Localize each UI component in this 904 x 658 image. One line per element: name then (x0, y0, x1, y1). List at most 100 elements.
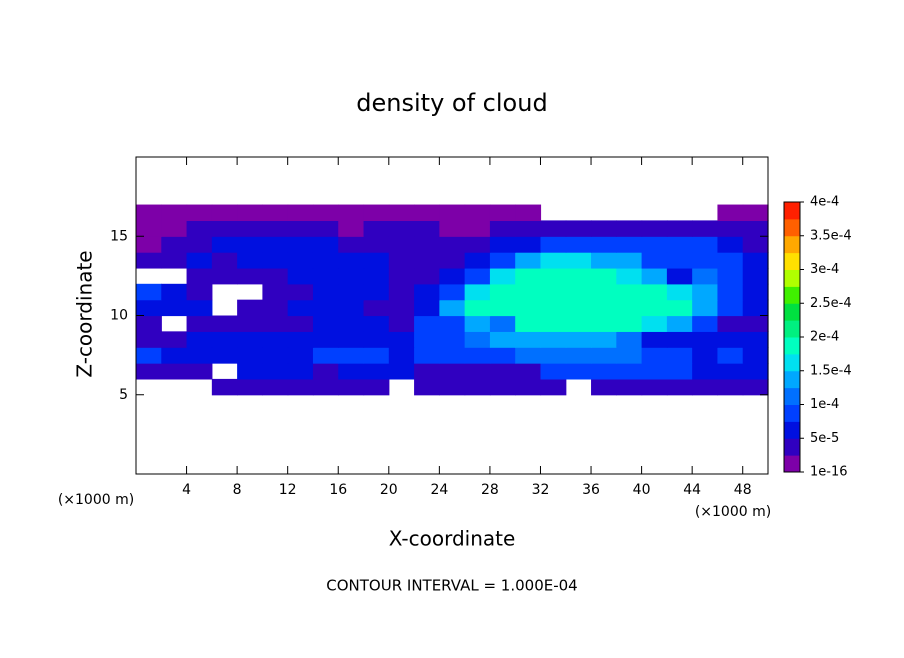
x-tick-label: 4 (182, 482, 191, 498)
cell (489, 347, 516, 364)
cell (540, 220, 567, 237)
cell (515, 267, 542, 285)
cell (312, 236, 339, 253)
cell (338, 378, 365, 396)
x-tick-label: 24 (430, 482, 448, 498)
cell (161, 299, 188, 317)
colorbar-band (784, 269, 800, 287)
y-tick-label: 10 (110, 308, 128, 324)
x-tick-label: 28 (481, 482, 499, 498)
cell (237, 204, 263, 221)
cell (237, 236, 263, 253)
cell (136, 363, 162, 380)
cell (464, 331, 491, 348)
cell (136, 331, 162, 348)
cell (414, 378, 440, 396)
cell (388, 283, 415, 301)
cell (136, 236, 162, 253)
cell (666, 347, 693, 364)
cell (338, 347, 365, 364)
cell (641, 347, 668, 364)
cell (312, 347, 339, 364)
cell (616, 220, 643, 237)
cell (388, 299, 415, 317)
colorbar-label: 1e-4 (810, 397, 839, 412)
cell (211, 252, 238, 269)
cell (540, 363, 567, 380)
cell (717, 252, 744, 269)
cell (692, 252, 719, 269)
cell (287, 331, 314, 348)
cell (489, 331, 516, 348)
cell (186, 252, 213, 269)
cell (287, 378, 314, 396)
cell (287, 204, 314, 221)
cell (262, 236, 289, 253)
cell (338, 252, 365, 269)
x-tick-label: 40 (633, 482, 651, 498)
cell (262, 220, 289, 237)
cell (312, 378, 339, 396)
cell (262, 331, 289, 348)
cell (540, 252, 567, 269)
cell (414, 283, 440, 301)
x-tick-label: 32 (532, 482, 550, 498)
cell (439, 378, 466, 396)
cell (414, 204, 440, 221)
x-tick-label: 8 (233, 482, 242, 498)
chart-title: density of cloud (356, 89, 547, 117)
cell (312, 267, 339, 285)
cell (591, 331, 617, 348)
cell (565, 236, 592, 253)
cell (388, 363, 415, 380)
colorbar-label: 2e-4 (810, 330, 839, 345)
cell (338, 315, 365, 332)
cell (692, 236, 719, 253)
cell (540, 315, 567, 332)
colorbar-band (784, 252, 800, 270)
cell (565, 363, 592, 380)
cell (515, 299, 542, 317)
cell (666, 315, 693, 332)
cell (237, 347, 263, 364)
cell (262, 347, 289, 364)
cell (363, 331, 390, 348)
cell (161, 331, 188, 348)
cell (136, 347, 162, 364)
cell (515, 236, 542, 253)
cell (439, 252, 466, 269)
cell (692, 331, 719, 348)
cell (666, 236, 693, 253)
cell (641, 378, 668, 396)
cell (237, 299, 263, 317)
cell (489, 236, 516, 253)
cell (312, 283, 339, 301)
cell (464, 378, 491, 396)
cell (439, 204, 466, 221)
cell (641, 363, 668, 380)
colorbar-band (784, 370, 800, 389)
colorbar-band (784, 337, 800, 355)
cell (338, 204, 365, 221)
cell (262, 283, 289, 301)
cell (211, 220, 238, 237)
cell (616, 267, 643, 285)
cell (312, 299, 339, 317)
colorbar-label: 3.5e-4 (810, 228, 852, 243)
colorbar-label: 3e-4 (810, 262, 839, 277)
cell (489, 267, 516, 285)
cell (666, 267, 693, 285)
cell (565, 283, 592, 301)
cell (439, 220, 466, 237)
cell (717, 378, 744, 396)
cell (641, 331, 668, 348)
cell (692, 315, 719, 332)
cell (464, 347, 491, 364)
cell (363, 363, 390, 380)
cell (287, 299, 314, 317)
cell (464, 299, 491, 317)
cell (489, 363, 516, 380)
note: CONTOUR INTERVAL = 1.000E-04 (326, 577, 577, 595)
cell (616, 315, 643, 332)
